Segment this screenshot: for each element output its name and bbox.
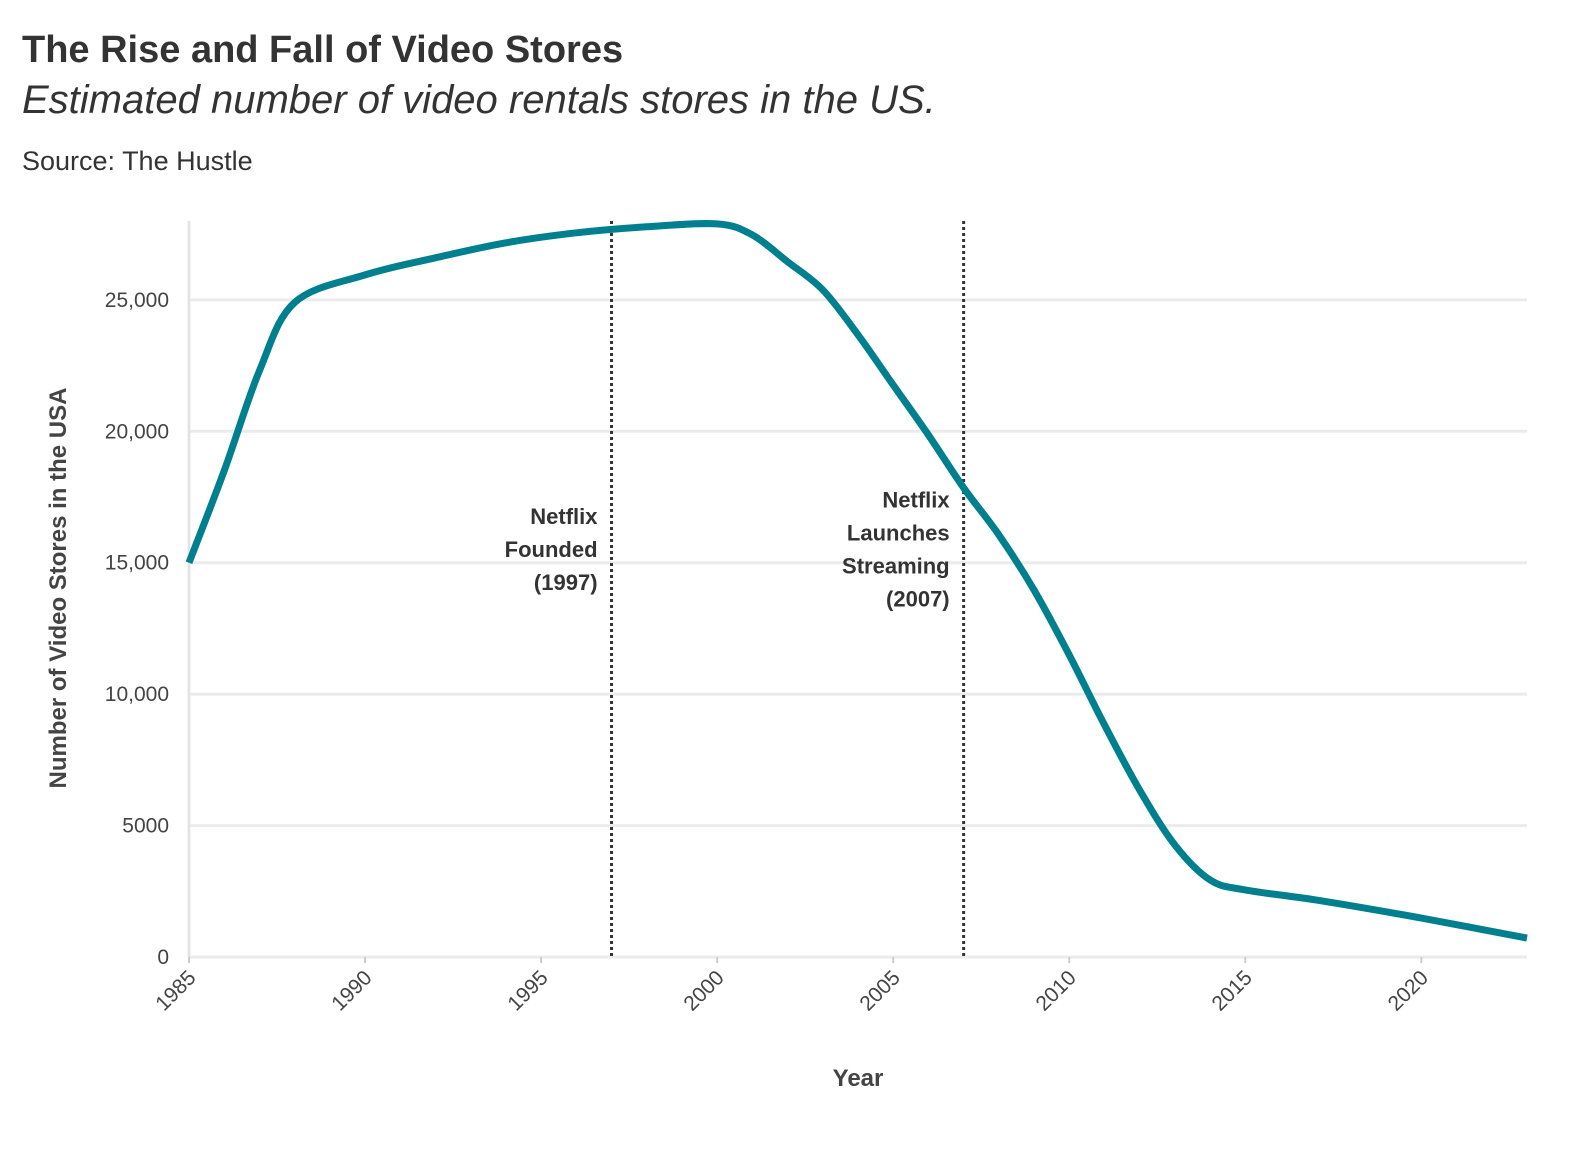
y-tick-label: 20,000 — [105, 420, 169, 443]
chart-title: The Rise and Fall of Video Stores — [22, 29, 623, 71]
y-axis-title: Number of Video Stores in the USA — [45, 388, 72, 789]
chart-subtitle: Estimated number of video rentals stores… — [22, 78, 936, 122]
annotation-text: Netflix — [882, 488, 950, 513]
y-tick-label: 15,000 — [105, 552, 169, 575]
x-tick-label: 2020 — [1384, 966, 1433, 1015]
x-axis-title: Year — [833, 1065, 884, 1092]
x-tick-label: 2010 — [1032, 966, 1081, 1015]
annotation-text: Streaming — [842, 554, 950, 579]
annotation-text: (2007) — [886, 587, 950, 612]
annotation-text: Founded — [505, 537, 598, 562]
x-tick-label: 2015 — [1208, 966, 1257, 1015]
y-tick-label: 25,000 — [105, 289, 169, 312]
x-tick-label: 1990 — [327, 966, 376, 1015]
annotation-text: Launches — [847, 521, 950, 546]
y-tick-label: 0 — [157, 946, 169, 969]
annotation-text: Netflix — [530, 504, 598, 529]
x-tick-label: 1995 — [503, 966, 552, 1015]
x-tick-label: 1985 — [151, 966, 200, 1015]
x-tick-label: 2000 — [679, 966, 728, 1015]
x-tick-label: 2005 — [855, 966, 904, 1015]
y-tick-label: 10,000 — [105, 683, 169, 706]
y-tick-label: 5000 — [122, 815, 169, 838]
data-line — [185, 220, 1528, 942]
annotation-text: (1997) — [534, 570, 598, 595]
source: Source: The Hustle — [22, 146, 253, 176]
